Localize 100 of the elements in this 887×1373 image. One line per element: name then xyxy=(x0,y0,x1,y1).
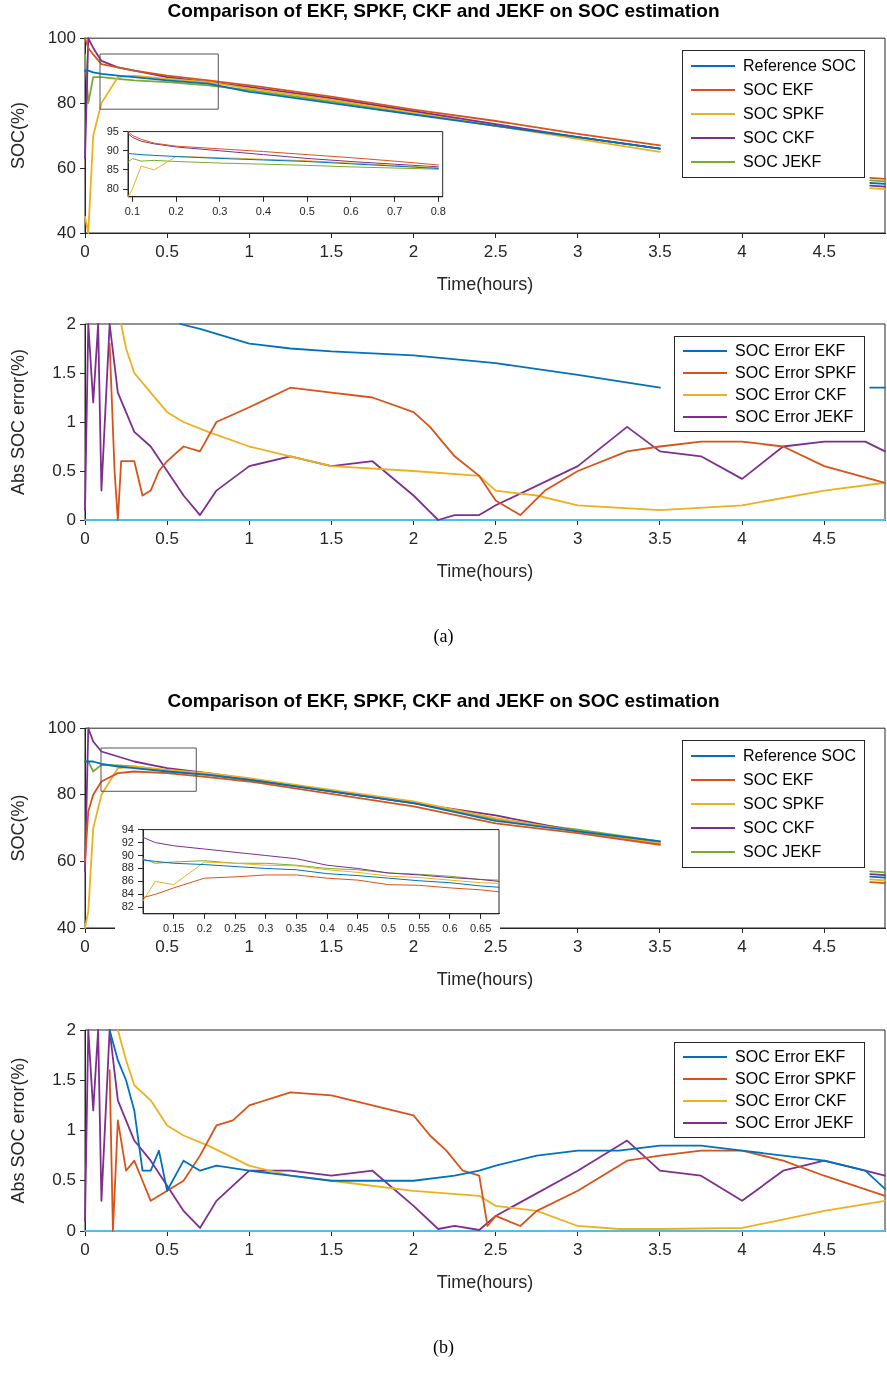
x-tick-label: 3 xyxy=(573,936,583,956)
x-tick-label: 1.5 xyxy=(319,528,344,548)
y-tick-label: 2 xyxy=(66,1019,76,1039)
x-tick-label: 4.5 xyxy=(812,241,837,261)
legend-label: SOC Error CKF xyxy=(735,1092,847,1110)
legend-label: SOC JEKF xyxy=(743,153,822,172)
x-tick-label: 0.3 xyxy=(212,205,228,218)
chart-title: Comparison of EKF, SPKF, CKF and JEKF on SOC estimation xyxy=(166,690,721,712)
legend-label: SOC JEKF xyxy=(743,843,822,862)
x-tick-label: 2 xyxy=(408,528,419,548)
x-tick-label: 1 xyxy=(244,241,255,261)
text: (b) xyxy=(432,1337,455,1358)
y-tick-label: 90 xyxy=(121,848,134,861)
y-tick-label: 0.5 xyxy=(52,1170,76,1190)
x-tick-label: 1 xyxy=(244,936,255,956)
x-tick-label: 0.6 xyxy=(343,205,359,218)
x-tick-label: 0.2 xyxy=(168,205,184,218)
y-tick-label: 1.5 xyxy=(52,1069,76,1089)
y-tick-label: 0 xyxy=(66,509,76,529)
y-tick-label: 80 xyxy=(57,92,76,112)
x-tick-label: 0.3 xyxy=(258,922,274,935)
x-tick-label: 4 xyxy=(737,1239,747,1259)
x-tick-label: 0.8 xyxy=(430,205,446,218)
y-tick-label: 40 xyxy=(57,222,76,242)
x-tick-label: 0.5 xyxy=(299,205,315,218)
x-tick-label: 1.5 xyxy=(319,241,344,261)
x-tick-label: 1.5 xyxy=(319,1239,344,1259)
x-tick-label: 3 xyxy=(573,528,583,548)
y-tick-label: 1 xyxy=(66,411,76,431)
x-tick-label: 0.55 xyxy=(408,922,430,935)
x-tick-label: 0.4 xyxy=(319,922,335,935)
legend-label: Reference SOC xyxy=(743,57,856,76)
x-tick-label: 0.5 xyxy=(155,936,179,956)
legend-label: SOC Error SPKF xyxy=(735,1070,856,1088)
legend-label: SOC SPKF xyxy=(743,795,824,814)
legend-label: SOC Error JEKF xyxy=(735,408,854,426)
x-tick-label: 0.5 xyxy=(155,1239,179,1259)
x-tick-label: 3 xyxy=(573,1239,583,1259)
y-tick-label: 1 xyxy=(66,1120,76,1140)
x-tick-label: 0 xyxy=(80,241,90,261)
x-tick-label: 0.5 xyxy=(155,528,179,548)
x-tick-label: 1.5 xyxy=(319,936,344,956)
legend-label: SOC SPKF xyxy=(743,105,824,124)
x-tick-label: 0.45 xyxy=(347,922,369,935)
x-tick-label: 0.4 xyxy=(255,205,272,218)
x-tick-label: 2 xyxy=(408,241,419,261)
x-tick-label: 0 xyxy=(80,1239,90,1259)
y-axis-title: Abs SOC error(%) xyxy=(7,1057,28,1204)
x-tick-label: 0.15 xyxy=(162,922,185,935)
legend-label: SOC Error SPKF xyxy=(735,364,856,382)
x-tick-label: 0.65 xyxy=(469,922,492,935)
x-tick-label: 0.2 xyxy=(196,922,213,935)
y-tick-label: 0.5 xyxy=(52,460,76,480)
legend-label: SOC Error JEKF xyxy=(735,1114,854,1132)
y-tick-label: 90 xyxy=(106,143,119,156)
x-tick-label: 0 xyxy=(80,528,90,548)
x-tick-label: 0.5 xyxy=(380,922,397,935)
y-tick-label: 80 xyxy=(57,784,76,804)
y-tick-label: 94 xyxy=(121,822,134,835)
y-tick-label: 100 xyxy=(47,717,76,737)
x-tick-label: 0.25 xyxy=(224,922,246,935)
y-tick-label: 95 xyxy=(106,124,119,137)
legend-label: SOC Error CKF xyxy=(735,386,847,404)
y-tick-label: 0 xyxy=(66,1220,76,1240)
y-tick-label: 86 xyxy=(121,874,134,887)
x-tick-label: 2 xyxy=(408,1239,419,1259)
y-axis-title: SOC(%) xyxy=(7,102,28,170)
y-tick-label: 2 xyxy=(66,313,76,333)
x-tick-label: 0.6 xyxy=(442,922,458,935)
y-axis-title: SOC(%) xyxy=(7,794,28,862)
y-tick-label: 82 xyxy=(121,900,134,913)
x-axis-title: Time(hours) xyxy=(436,561,534,582)
x-tick-label: 0.5 xyxy=(155,241,179,261)
x-tick-label: 0.35 xyxy=(285,922,308,935)
x-tick-label: 2.5 xyxy=(483,528,508,548)
legend-label: SOC Error EKF xyxy=(735,1048,846,1066)
x-tick-label: 4 xyxy=(737,528,747,548)
x-tick-label: 2.5 xyxy=(483,1239,508,1259)
x-tick-label: 0.7 xyxy=(386,205,403,218)
legend-label: Reference SOC xyxy=(743,747,856,766)
x-tick-label: 4 xyxy=(737,241,747,261)
x-tick-label: 4.5 xyxy=(812,528,837,548)
x-tick-label: 3.5 xyxy=(648,936,672,956)
x-tick-label: 4.5 xyxy=(812,936,837,956)
y-tick-label: 100 xyxy=(47,27,76,47)
legend-label: SOC Error EKF xyxy=(735,342,846,360)
x-tick-label: 2.5 xyxy=(483,241,508,261)
y-tick-label: 85 xyxy=(106,162,119,175)
x-tick-label: 4.5 xyxy=(812,1239,837,1259)
x-tick-label: 2 xyxy=(408,936,419,956)
legend-label: SOC CKF xyxy=(743,819,815,838)
chart-title: Comparison of EKF, SPKF, CKF and JEKF on SOC estimation xyxy=(166,0,721,22)
legend-label: SOC EKF xyxy=(743,81,814,100)
x-axis-title: Time(hours) xyxy=(436,969,534,990)
y-tick-label: 88 xyxy=(121,861,134,874)
x-tick-label: 3.5 xyxy=(648,1239,672,1259)
x-tick-label: 0.1 xyxy=(124,205,141,218)
x-tick-label: 4 xyxy=(737,936,747,956)
y-tick-label: 92 xyxy=(121,835,134,848)
y-tick-label: 60 xyxy=(57,157,76,177)
